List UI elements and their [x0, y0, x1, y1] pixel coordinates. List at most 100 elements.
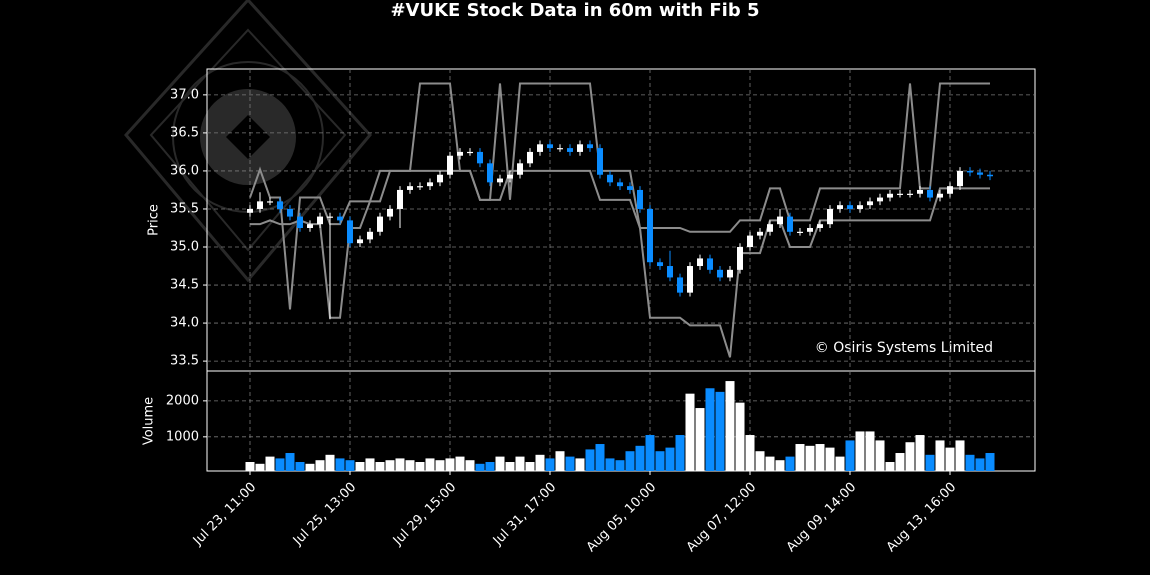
candle-body [537, 144, 543, 152]
volume-bar [935, 440, 945, 471]
volume-bar [525, 462, 535, 471]
candle-body [977, 172, 983, 175]
candle-body [467, 151, 473, 154]
candle-body [817, 224, 823, 228]
volume-bar [465, 460, 475, 471]
volume-bar [355, 462, 365, 471]
y-tick-label: 37.0 [170, 87, 199, 102]
y-tick-label: 34.5 [170, 278, 199, 293]
x-tick-label: Aug 13, 16:00 [884, 480, 960, 556]
volume-bar [595, 444, 605, 471]
candle-body [737, 247, 743, 270]
candle-body [937, 193, 943, 198]
volume-bar [965, 454, 975, 471]
volume-bar [725, 381, 735, 471]
volume-bar [665, 447, 675, 471]
volume-bar [585, 449, 595, 471]
volume-bar [485, 462, 495, 471]
volume-bar [895, 453, 905, 471]
y-tick-label: 35.5 [170, 201, 199, 216]
x-tick-label: Jul 29, 15:00 [390, 480, 459, 549]
volume-bar [975, 458, 985, 471]
candle-body [447, 155, 453, 175]
volume-bar [545, 458, 555, 471]
volume-bar [925, 454, 935, 471]
x-tick-label: Aug 09, 14:00 [784, 480, 860, 556]
candle-body [917, 189, 923, 194]
volume-bar [345, 460, 355, 471]
volume-bar [955, 440, 965, 471]
volume-bar [805, 445, 815, 471]
volume-bar [415, 462, 425, 471]
candle-body [557, 148, 563, 150]
candle-body [677, 277, 683, 293]
candle-body [707, 258, 713, 270]
candle-body [617, 182, 623, 187]
volume-bar [605, 458, 615, 471]
y-tick-label: 33.5 [170, 354, 199, 369]
candle-body [527, 151, 533, 164]
volume-bar [865, 431, 875, 471]
x-tick-label: Jul 25, 13:00 [290, 480, 359, 549]
fib-line [249, 82, 990, 310]
fib-line [250, 169, 990, 358]
volume-bar [835, 456, 845, 471]
candle-body [967, 170, 973, 173]
volume-bar [775, 460, 785, 471]
volume-bar [845, 440, 855, 471]
candle-body [567, 148, 573, 152]
candle-body [437, 174, 443, 183]
volume-bar [575, 458, 585, 471]
candle-body [377, 216, 383, 232]
volume-bar [745, 435, 755, 471]
copyright-annotation: © Osiris Systems Limited [815, 340, 993, 356]
volume-bar [785, 456, 795, 471]
candle-body [267, 201, 273, 203]
volume-bar [435, 460, 445, 471]
volume-bar [285, 453, 295, 471]
y-tick-label: 36.5 [170, 125, 199, 140]
x-tick-label: Aug 05, 10:00 [584, 480, 660, 556]
volume-bar [645, 435, 655, 471]
candle-body [887, 193, 893, 198]
volume-axis-label: Volume [142, 397, 157, 445]
y-tick-label: 35.0 [170, 240, 199, 255]
candle-body [897, 193, 903, 195]
volume-bar [455, 456, 465, 471]
volume-bar [395, 458, 405, 471]
candle-body [387, 208, 393, 217]
x-tick-label: Jul 31, 17:00 [490, 480, 559, 549]
volume-bar [255, 463, 265, 471]
volume-bar [765, 456, 775, 471]
volume-bar [535, 454, 545, 471]
volume-bar [315, 460, 325, 471]
candle-body [907, 193, 913, 195]
candle-body [497, 178, 503, 183]
volume-tick-label: 2000 [166, 393, 199, 408]
volume-bar [855, 431, 865, 471]
candle-body [637, 189, 643, 209]
candle-body [947, 186, 953, 194]
volume-bar [385, 460, 395, 471]
volume-bar [945, 447, 955, 471]
candle-body [277, 201, 283, 209]
volume-bar [335, 458, 345, 471]
volume-bar [375, 462, 385, 471]
candle-body [747, 235, 753, 248]
candle-body [667, 266, 673, 278]
candle-body [347, 220, 353, 244]
candle-body [417, 186, 423, 188]
candle-body [577, 144, 583, 152]
volume-bar [515, 456, 525, 471]
volume-bar [635, 445, 645, 471]
volume-bar [705, 388, 715, 471]
candle-body [477, 151, 483, 164]
volume-bar [615, 460, 625, 471]
volume-bar [305, 463, 315, 471]
candle-body [427, 182, 433, 187]
candle-body [287, 208, 293, 217]
candle-body [337, 216, 343, 221]
volume-bar [365, 458, 375, 471]
volume-bar [275, 458, 285, 471]
